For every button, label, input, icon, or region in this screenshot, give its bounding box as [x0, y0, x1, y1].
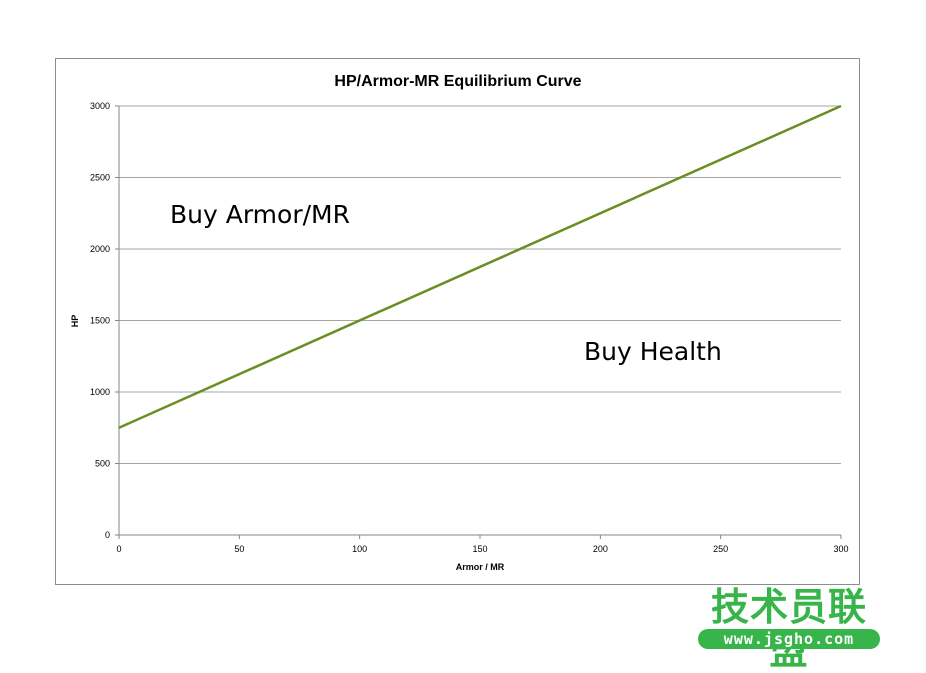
- y-tick-label: 1000: [90, 387, 110, 397]
- y-tick-label: 2000: [90, 244, 110, 254]
- watermark-logo: 技术员联盟 www.jsgho.com: [694, 585, 884, 673]
- tick-labels: 0 500 1000 1500 2000 2500 3000 0 50 100 150 200 250 3…: [90, 101, 849, 554]
- x-tick-label: 250: [713, 544, 728, 554]
- annotation-buy-health: Buy Health: [584, 337, 722, 366]
- x-tick-label: 300: [833, 544, 848, 554]
- x-tick-label: 0: [116, 544, 121, 554]
- series-line: [118, 104, 842, 429]
- x-tick-label: 150: [472, 544, 487, 554]
- y-tick-label: 2500: [90, 173, 110, 183]
- y-axis-title: HP: [70, 315, 80, 328]
- watermark-url: www.jsgho.com: [723, 630, 855, 648]
- chart-title: HP/Armor-MR Equilibrium Curve: [334, 73, 581, 90]
- axes: [115, 105, 842, 539]
- series-layer: [118, 104, 842, 429]
- chart-svg: 0 500 1000 1500 2000 2500 3000 0 50 100 150 200 250 3…: [70, 73, 849, 572]
- x-tick-label: 200: [593, 544, 608, 554]
- y-tick-label: 3000: [90, 101, 110, 111]
- y-tick-label: 0: [105, 530, 110, 540]
- x-axis-title: Armor / MR: [456, 562, 505, 572]
- y-tick-label: 1500: [90, 316, 110, 326]
- watermark-url-pill: www.jsgho.com: [698, 629, 880, 649]
- x-tick-label: 50: [234, 544, 244, 554]
- x-tick-label: 100: [352, 544, 367, 554]
- gridlines: [119, 105, 841, 464]
- y-tick-label: 500: [95, 459, 110, 469]
- chart-frame: 0 500 1000 1500 2000 2500 3000 0 50 100 150 200 250 3…: [55, 58, 860, 585]
- annotation-buy-armor-mr: Buy Armor/MR: [170, 200, 350, 229]
